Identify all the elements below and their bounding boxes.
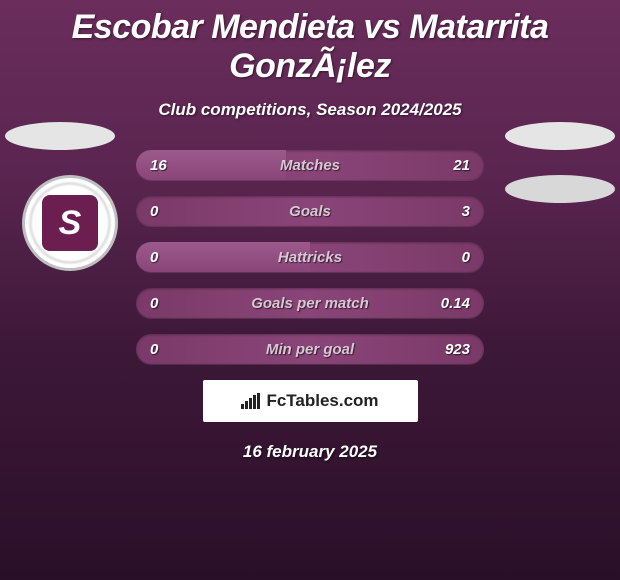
club-left-logo: S xyxy=(22,175,118,271)
club-right-logo-placeholder xyxy=(505,175,615,203)
snapshot-date: 16 february 2025 xyxy=(0,442,620,462)
stat-right-value: 923 xyxy=(445,341,470,358)
bar-chart-icon xyxy=(241,393,260,409)
stat-label: Goals xyxy=(136,203,484,220)
stat-right-value: 0.14 xyxy=(441,295,470,312)
stat-row-goals-per-match: 0 Goals per match 0.14 xyxy=(136,288,484,318)
stat-left-value: 0 xyxy=(150,203,158,220)
stat-left-value: 0 xyxy=(150,249,158,266)
stat-left-value: 0 xyxy=(150,341,158,358)
stat-row-matches: 16 Matches 21 xyxy=(136,150,484,180)
watermark-text: FcTables.com xyxy=(266,391,378,411)
club-left-logo-letter: S xyxy=(42,195,98,251)
stat-right-value: 21 xyxy=(453,157,470,174)
stat-left-value: 0 xyxy=(150,295,158,312)
stat-row-min-per-goal: 0 Min per goal 923 xyxy=(136,334,484,364)
page-title: Escobar Mendieta vs Matarrita GonzÃ¡lez xyxy=(0,0,620,86)
watermark: FcTables.com xyxy=(203,380,418,422)
stat-label: Hattricks xyxy=(136,249,484,266)
stat-label: Goals per match xyxy=(136,295,484,312)
stat-left-value: 16 xyxy=(150,157,167,174)
stats-table: 16 Matches 21 0 Goals 3 0 Hattricks 0 0 … xyxy=(136,150,484,364)
player-right-avatar-placeholder xyxy=(505,122,615,150)
stat-label: Matches xyxy=(136,157,484,174)
stat-row-goals: 0 Goals 3 xyxy=(136,196,484,226)
stat-label: Min per goal xyxy=(136,341,484,358)
stat-right-value: 3 xyxy=(462,203,470,220)
page-subtitle: Club competitions, Season 2024/2025 xyxy=(0,100,620,120)
stat-row-hattricks: 0 Hattricks 0 xyxy=(136,242,484,272)
stat-right-value: 0 xyxy=(462,249,470,266)
player-left-avatar-placeholder xyxy=(5,122,115,150)
